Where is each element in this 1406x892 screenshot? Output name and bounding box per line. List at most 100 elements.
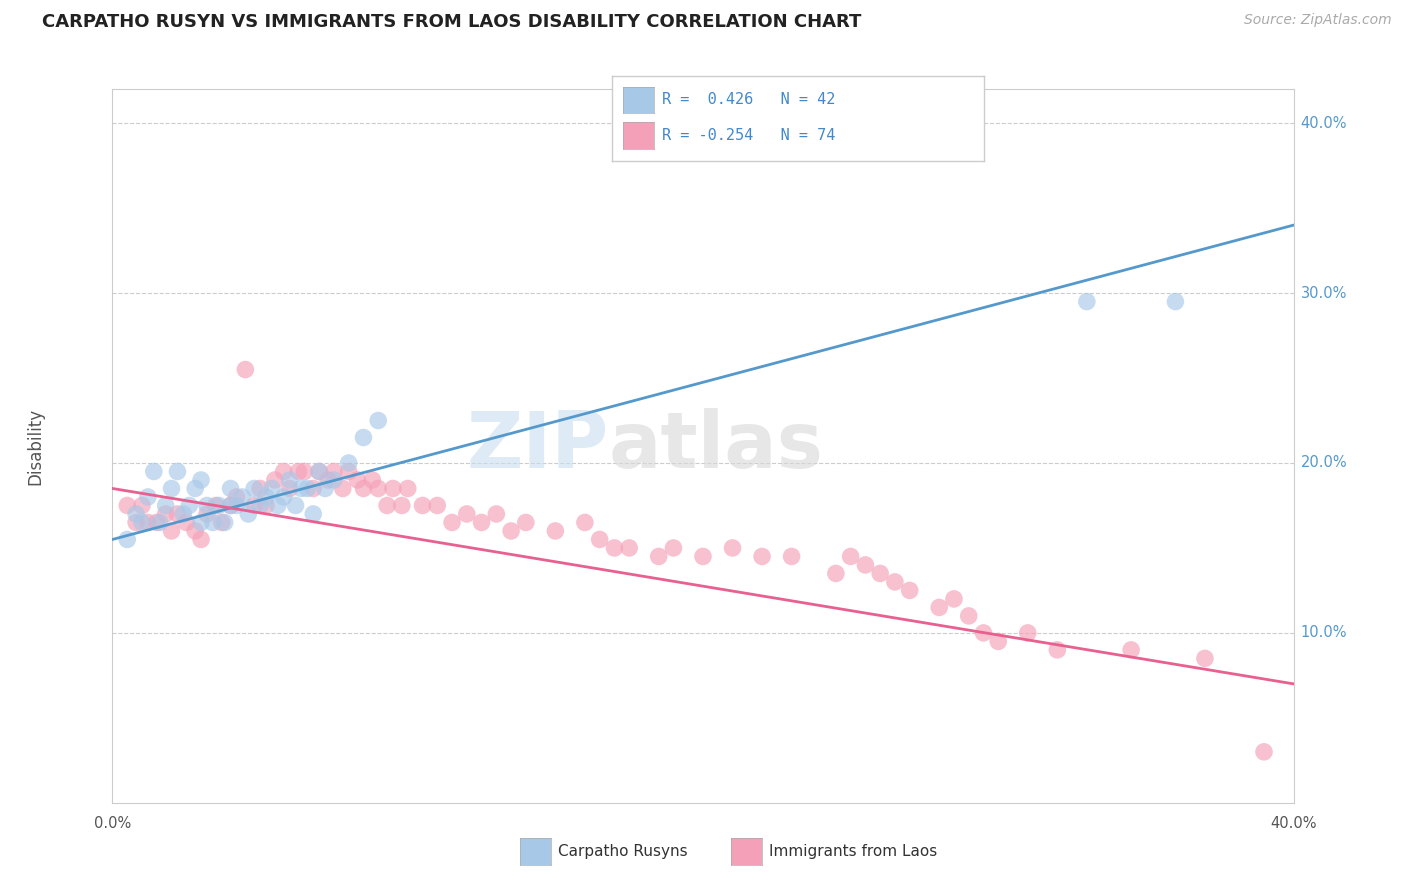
Point [238,507,260,521]
Point [441,516,464,530]
Point [323,465,346,479]
Point [337,456,360,470]
Point [302,482,325,496]
Point [721,541,744,555]
Point [179,499,201,513]
Point [456,507,478,521]
Point [184,524,207,538]
Point [267,499,290,513]
Point [957,608,980,623]
Point [470,516,494,530]
Text: Immigrants from Laos: Immigrants from Laos [769,845,938,859]
Point [928,600,950,615]
Point [361,473,384,487]
Point [273,490,295,504]
Point [219,499,242,513]
Point [131,516,153,530]
Point [125,507,148,521]
Point [337,465,360,479]
Point [544,524,567,538]
Point [314,482,336,496]
Text: Disability: Disability [27,408,44,484]
Text: 30.0%: 30.0% [1301,285,1347,301]
Text: R = -0.254   N = 74: R = -0.254 N = 74 [662,128,835,143]
Point [588,533,610,547]
Point [184,482,207,496]
Point [884,574,907,589]
Point [136,516,159,530]
Point [225,499,247,513]
Point [190,473,212,487]
Text: 40.0%: 40.0% [1270,816,1317,831]
Point [160,482,183,496]
Point [249,482,271,496]
Point [211,516,233,530]
Point [603,541,626,555]
Point [166,507,188,521]
Point [219,499,242,513]
Point [367,482,389,496]
Point [824,566,846,581]
Point [1194,651,1216,665]
Point [1253,745,1275,759]
Point [391,499,413,513]
Point [243,499,266,513]
Point [346,473,368,487]
Point [1076,294,1098,309]
Point [839,549,862,564]
Point [225,490,247,504]
Point [898,583,921,598]
Point [515,516,537,530]
Point [146,516,169,530]
Point [367,413,389,427]
Point [987,634,1010,648]
Point [273,465,295,479]
Text: R =  0.426   N = 42: R = 0.426 N = 42 [662,93,835,107]
Point [396,482,419,496]
Point [172,507,194,521]
Text: CARPATHO RUSYN VS IMMIGRANTS FROM LAOS DISABILITY CORRELATION CHART: CARPATHO RUSYN VS IMMIGRANTS FROM LAOS D… [42,13,862,31]
Point [190,516,212,530]
Point [219,482,242,496]
Point [260,482,283,496]
Point [855,558,877,572]
Point [297,482,319,496]
Point [155,499,177,513]
Point [233,362,256,376]
Point [619,541,641,555]
Point [942,591,965,606]
Point [574,516,596,530]
Point [1046,643,1069,657]
Point [1017,626,1039,640]
Point [308,465,330,479]
Point [166,465,188,479]
Point [302,507,325,521]
Point [411,499,433,513]
Point [292,465,315,479]
Point [149,516,172,530]
Point [869,566,891,581]
Point [352,482,374,496]
Text: ZIP: ZIP [467,408,609,484]
Point [195,507,218,521]
Point [316,473,339,487]
Text: 10.0%: 10.0% [1301,625,1347,640]
Point [308,465,330,479]
Text: 0.0%: 0.0% [94,816,131,831]
Point [501,524,523,538]
Point [780,549,803,564]
Point [375,499,398,513]
Point [142,465,165,479]
Point [692,549,714,564]
Point [352,430,374,444]
Text: atlas: atlas [609,408,824,484]
Point [117,499,138,513]
Point [254,499,277,513]
Point [190,533,212,547]
Point [278,473,301,487]
Point [201,516,224,530]
Point [290,482,312,496]
Point [208,499,231,513]
Point [243,482,266,496]
Point [332,482,354,496]
